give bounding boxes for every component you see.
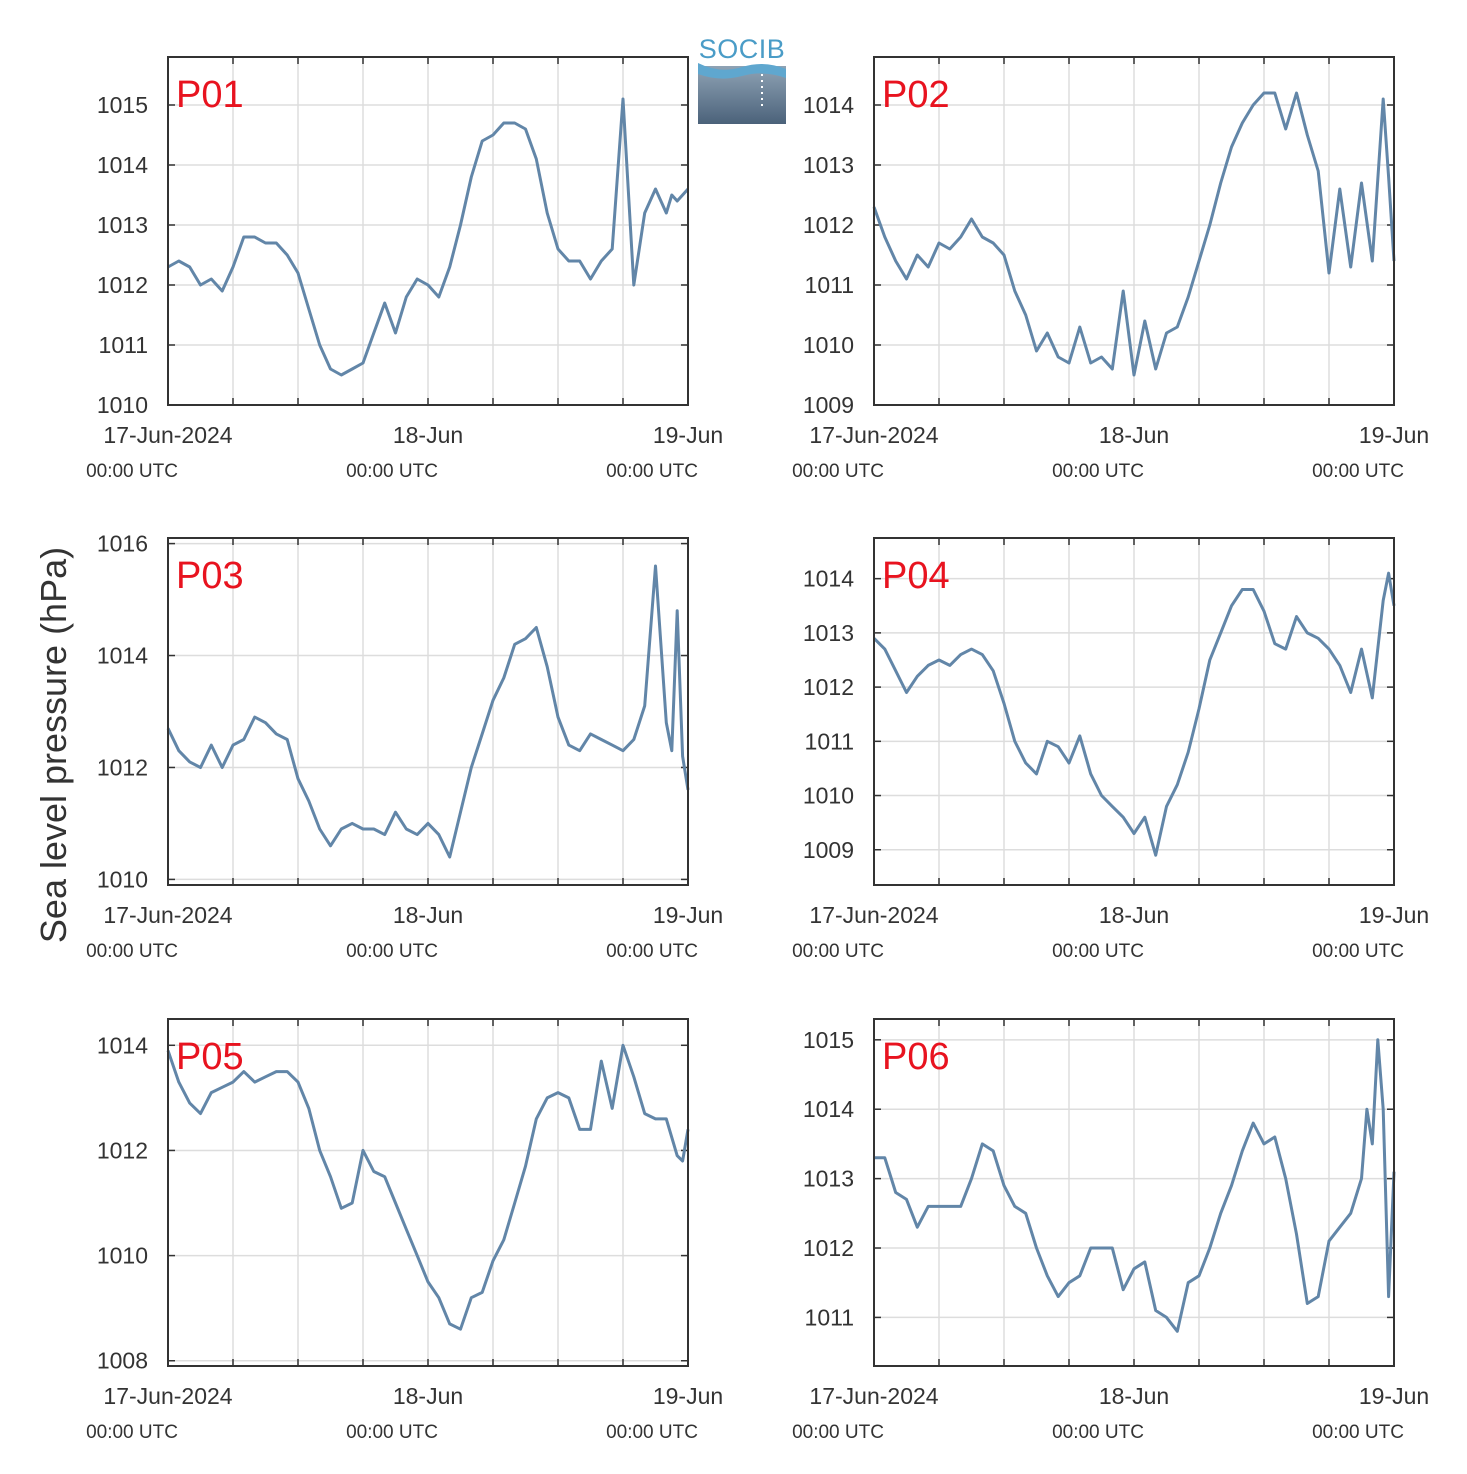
- axes-frame: [873, 537, 1395, 886]
- y-tick-label: 1014: [97, 643, 148, 669]
- logo-text: SOCIB: [699, 34, 786, 64]
- x-tick-label: 17-Jun-2024: [103, 422, 232, 448]
- logo-wave: [698, 63, 786, 79]
- x-tick-label: 19-Jun: [1359, 1383, 1429, 1409]
- y-tick-label: 1011: [99, 332, 148, 358]
- x-tick-label: 19-Jun: [653, 1383, 723, 1409]
- y-tick-label: 1012: [803, 674, 854, 700]
- x-tick-sublabel: 00:00 UTC: [792, 461, 884, 482]
- x-tick-label: 17-Jun-2024: [809, 422, 938, 448]
- x-tick-label: 18-Jun: [1099, 1383, 1169, 1409]
- y-tick-label: 1014: [803, 566, 854, 592]
- y-tick-label: 1015: [803, 1027, 854, 1053]
- x-tick-label: 19-Jun: [653, 422, 723, 448]
- y-axis-label: Sea level pressure (hPa): [33, 547, 74, 943]
- series-line: [167, 97, 690, 377]
- panel-label: P02: [882, 74, 950, 116]
- x-tick-sublabel: 00:00 UTC: [346, 941, 438, 962]
- x-tick-label: 18-Jun: [1099, 902, 1169, 928]
- x-tick-sublabel: 00:00 UTC: [606, 941, 698, 962]
- x-tick-sublabel: 00:00 UTC: [86, 941, 178, 962]
- x-tick-sublabel: 00:00 UTC: [606, 461, 698, 482]
- y-tick-label: 1008: [97, 1348, 148, 1374]
- y-tick-label: 1014: [803, 1096, 854, 1122]
- series-line: [874, 1038, 1396, 1333]
- series-line: [872, 571, 1396, 857]
- y-tick-label: 1014: [97, 1032, 148, 1058]
- y-tick-label: 1010: [803, 332, 854, 358]
- series-line: [166, 564, 690, 859]
- x-tick-label: 19-Jun: [653, 902, 723, 928]
- x-tick-label: 18-Jun: [1099, 422, 1169, 448]
- y-tick-label: 1010: [803, 783, 854, 809]
- x-tick-label: 17-Jun-2024: [809, 1383, 938, 1409]
- y-tick-label: 1012: [97, 272, 148, 298]
- y-tick-label: 1011: [805, 1304, 854, 1330]
- axes-frame: [873, 1018, 1395, 1367]
- y-tick-label: 1014: [803, 92, 854, 118]
- panel-label: P04: [882, 555, 950, 597]
- panels: 1010 1011 1012 1013 1014 1015 17-Jun-2024 00:00…: [86, 56, 1429, 1443]
- y-tick-label: 1011: [805, 272, 854, 298]
- x-tick-label: 19-Jun: [1359, 902, 1429, 928]
- x-tick-sublabel: 00:00 UTC: [86, 461, 178, 482]
- axes-frame: [167, 56, 689, 406]
- x-tick-label: 17-Jun-2024: [103, 1383, 232, 1409]
- y-tick-label: 1010: [97, 392, 148, 418]
- x-tick-sublabel: 00:00 UTC: [346, 461, 438, 482]
- axes-frame: [167, 1018, 689, 1367]
- y-tick-label: 1016: [97, 531, 148, 557]
- series-line: [166, 1043, 690, 1331]
- axes-frame: [167, 537, 689, 886]
- x-tick-sublabel: 00:00 UTC: [1312, 461, 1404, 482]
- x-tick-label: 17-Jun-2024: [809, 902, 938, 928]
- y-tick-label: 1015: [97, 92, 148, 118]
- panel-p05: 1008 1010 1012 1014 17-Jun-2024 00:00 UTC 18-J…: [86, 1018, 723, 1443]
- panel-label: P05: [176, 1036, 244, 1078]
- y-tick-label: 1014: [97, 152, 148, 178]
- y-tick-label: 1011: [805, 728, 854, 754]
- x-tick-label: 17-Jun-2024: [103, 902, 232, 928]
- x-tick-sublabel: 00:00 UTC: [792, 941, 884, 962]
- x-tick-label: 18-Jun: [393, 1383, 463, 1409]
- panel-p04: 1009 1010 1011 1012 1013 1014 17-Jun-2024 00:00…: [792, 537, 1429, 962]
- panel-p02: 1009 1010 1011 1012 1013 1014 17-Jun-2024 00:00…: [792, 56, 1429, 482]
- y-tick-label: 1009: [803, 392, 854, 418]
- x-tick-sublabel: 00:00 UTC: [1312, 1422, 1404, 1443]
- axes-frame: [873, 56, 1395, 406]
- y-tick-label: 1012: [97, 1137, 148, 1163]
- panel-label: P01: [176, 74, 244, 116]
- series-line: [872, 91, 1396, 377]
- y-tick-label: 1012: [97, 754, 148, 780]
- x-tick-label: 18-Jun: [393, 422, 463, 448]
- x-tick-sublabel: 00:00 UTC: [606, 1422, 698, 1443]
- y-tick-label: 1013: [803, 152, 854, 178]
- panel-p03: 1010 1012 1014 1016 17-Jun-2024 00:00 UTC 18-J…: [86, 531, 723, 962]
- y-tick-label: 1012: [803, 1235, 854, 1261]
- panel-p06: 1011 1012 1013 1014 1015 17-Jun-2024 00:00 UTC…: [792, 1018, 1429, 1443]
- x-tick-label: 19-Jun: [1359, 422, 1429, 448]
- y-tick-label: 1013: [803, 1166, 854, 1192]
- y-tick-label: 1010: [97, 1243, 148, 1269]
- y-tick-label: 1010: [97, 866, 148, 892]
- x-tick-sublabel: 00:00 UTC: [346, 1422, 438, 1443]
- y-tick-label: 1012: [803, 212, 854, 238]
- y-tick-label: 1013: [803, 620, 854, 646]
- x-tick-sublabel: 00:00 UTC: [1312, 941, 1404, 962]
- x-tick-sublabel: 00:00 UTC: [792, 1422, 884, 1443]
- panel-label: P03: [176, 555, 244, 597]
- x-tick-sublabel: 00:00 UTC: [1052, 1422, 1144, 1443]
- socib-logo: SOCIB: [698, 34, 786, 124]
- logo-block: [698, 66, 786, 124]
- y-tick-label: 1013: [97, 212, 148, 238]
- panel-label: P06: [882, 1036, 950, 1078]
- x-tick-sublabel: 00:00 UTC: [86, 1422, 178, 1443]
- y-tick-label: 1009: [803, 837, 854, 863]
- x-tick-sublabel: 00:00 UTC: [1052, 461, 1144, 482]
- panel-p01: 1010 1011 1012 1013 1014 1015 17-Jun-2024 00:00…: [86, 56, 723, 482]
- x-tick-label: 18-Jun: [393, 902, 463, 928]
- x-tick-sublabel: 00:00 UTC: [1052, 941, 1144, 962]
